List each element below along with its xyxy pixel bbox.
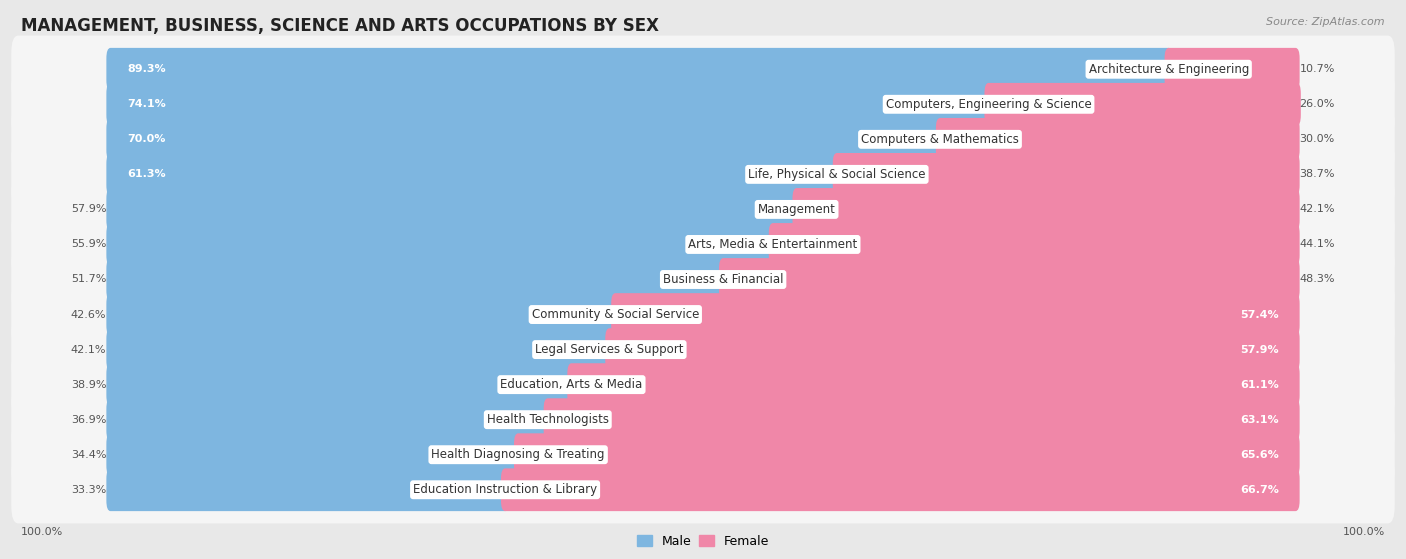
FancyBboxPatch shape	[107, 399, 553, 441]
Text: Computers, Engineering & Science: Computers, Engineering & Science	[886, 98, 1091, 111]
FancyBboxPatch shape	[544, 399, 1299, 441]
FancyBboxPatch shape	[107, 83, 993, 126]
Text: MANAGEMENT, BUSINESS, SCIENCE AND ARTS OCCUPATIONS BY SEX: MANAGEMENT, BUSINESS, SCIENCE AND ARTS O…	[21, 17, 659, 35]
FancyBboxPatch shape	[718, 258, 1299, 301]
FancyBboxPatch shape	[107, 153, 841, 196]
Text: 55.9%: 55.9%	[70, 239, 107, 249]
Text: 63.1%: 63.1%	[1240, 415, 1279, 425]
Text: 100.0%: 100.0%	[21, 527, 63, 537]
FancyBboxPatch shape	[11, 36, 1395, 103]
FancyBboxPatch shape	[107, 223, 778, 266]
FancyBboxPatch shape	[832, 153, 1299, 196]
Text: 38.7%: 38.7%	[1299, 169, 1336, 179]
Text: Community & Social Service: Community & Social Service	[531, 308, 699, 321]
FancyBboxPatch shape	[107, 363, 575, 406]
Text: 61.3%: 61.3%	[127, 169, 166, 179]
FancyBboxPatch shape	[107, 328, 613, 371]
Text: 65.6%: 65.6%	[1240, 449, 1279, 459]
Text: 33.3%: 33.3%	[72, 485, 107, 495]
FancyBboxPatch shape	[107, 118, 945, 160]
Text: Education, Arts & Media: Education, Arts & Media	[501, 378, 643, 391]
FancyBboxPatch shape	[11, 176, 1395, 243]
Text: Health Diagnosing & Treating: Health Diagnosing & Treating	[432, 448, 605, 461]
FancyBboxPatch shape	[612, 293, 1299, 336]
FancyBboxPatch shape	[1164, 48, 1299, 91]
Text: 57.9%: 57.9%	[1240, 344, 1279, 354]
Text: 70.0%: 70.0%	[127, 134, 166, 144]
FancyBboxPatch shape	[11, 421, 1395, 489]
FancyBboxPatch shape	[568, 363, 1299, 406]
FancyBboxPatch shape	[605, 328, 1299, 371]
Text: 30.0%: 30.0%	[1299, 134, 1334, 144]
Text: 61.1%: 61.1%	[1240, 380, 1279, 390]
FancyBboxPatch shape	[107, 468, 509, 511]
Text: Arts, Media & Entertainment: Arts, Media & Entertainment	[689, 238, 858, 251]
Text: Source: ZipAtlas.com: Source: ZipAtlas.com	[1267, 17, 1385, 27]
FancyBboxPatch shape	[107, 433, 522, 476]
Text: 34.4%: 34.4%	[70, 449, 107, 459]
FancyBboxPatch shape	[11, 386, 1395, 453]
Text: Architecture & Engineering: Architecture & Engineering	[1088, 63, 1249, 76]
FancyBboxPatch shape	[11, 316, 1395, 383]
FancyBboxPatch shape	[501, 468, 1299, 511]
Text: 42.6%: 42.6%	[70, 310, 107, 320]
FancyBboxPatch shape	[107, 48, 1173, 91]
Text: 57.4%: 57.4%	[1240, 310, 1279, 320]
FancyBboxPatch shape	[107, 188, 801, 231]
FancyBboxPatch shape	[11, 456, 1395, 523]
Text: 26.0%: 26.0%	[1299, 100, 1336, 110]
FancyBboxPatch shape	[11, 281, 1395, 348]
Text: 48.3%: 48.3%	[1299, 274, 1336, 285]
Text: Life, Physical & Social Science: Life, Physical & Social Science	[748, 168, 925, 181]
FancyBboxPatch shape	[936, 118, 1299, 160]
Text: 42.1%: 42.1%	[1299, 205, 1336, 215]
FancyBboxPatch shape	[11, 141, 1395, 208]
FancyBboxPatch shape	[107, 258, 727, 301]
Text: 74.1%: 74.1%	[127, 100, 166, 110]
Text: 57.9%: 57.9%	[70, 205, 107, 215]
Legend: Male, Female: Male, Female	[631, 530, 775, 553]
Text: Legal Services & Support: Legal Services & Support	[536, 343, 683, 356]
Text: 100.0%: 100.0%	[1343, 527, 1385, 537]
FancyBboxPatch shape	[107, 293, 620, 336]
Text: 89.3%: 89.3%	[127, 64, 166, 74]
Text: Business & Financial: Business & Financial	[662, 273, 783, 286]
Text: 51.7%: 51.7%	[70, 274, 107, 285]
Text: Management: Management	[758, 203, 835, 216]
FancyBboxPatch shape	[515, 433, 1299, 476]
Text: Education Instruction & Library: Education Instruction & Library	[413, 483, 598, 496]
FancyBboxPatch shape	[11, 70, 1395, 138]
Text: 42.1%: 42.1%	[70, 344, 107, 354]
Text: 10.7%: 10.7%	[1299, 64, 1336, 74]
Text: 36.9%: 36.9%	[70, 415, 107, 425]
FancyBboxPatch shape	[11, 351, 1395, 418]
FancyBboxPatch shape	[793, 188, 1299, 231]
Text: 66.7%: 66.7%	[1240, 485, 1279, 495]
FancyBboxPatch shape	[769, 223, 1299, 266]
Text: Computers & Mathematics: Computers & Mathematics	[860, 133, 1019, 146]
FancyBboxPatch shape	[11, 106, 1395, 173]
FancyBboxPatch shape	[11, 246, 1395, 313]
FancyBboxPatch shape	[984, 83, 1301, 126]
Text: Health Technologists: Health Technologists	[486, 413, 609, 426]
FancyBboxPatch shape	[11, 211, 1395, 278]
Text: 38.9%: 38.9%	[70, 380, 107, 390]
Text: 44.1%: 44.1%	[1299, 239, 1336, 249]
